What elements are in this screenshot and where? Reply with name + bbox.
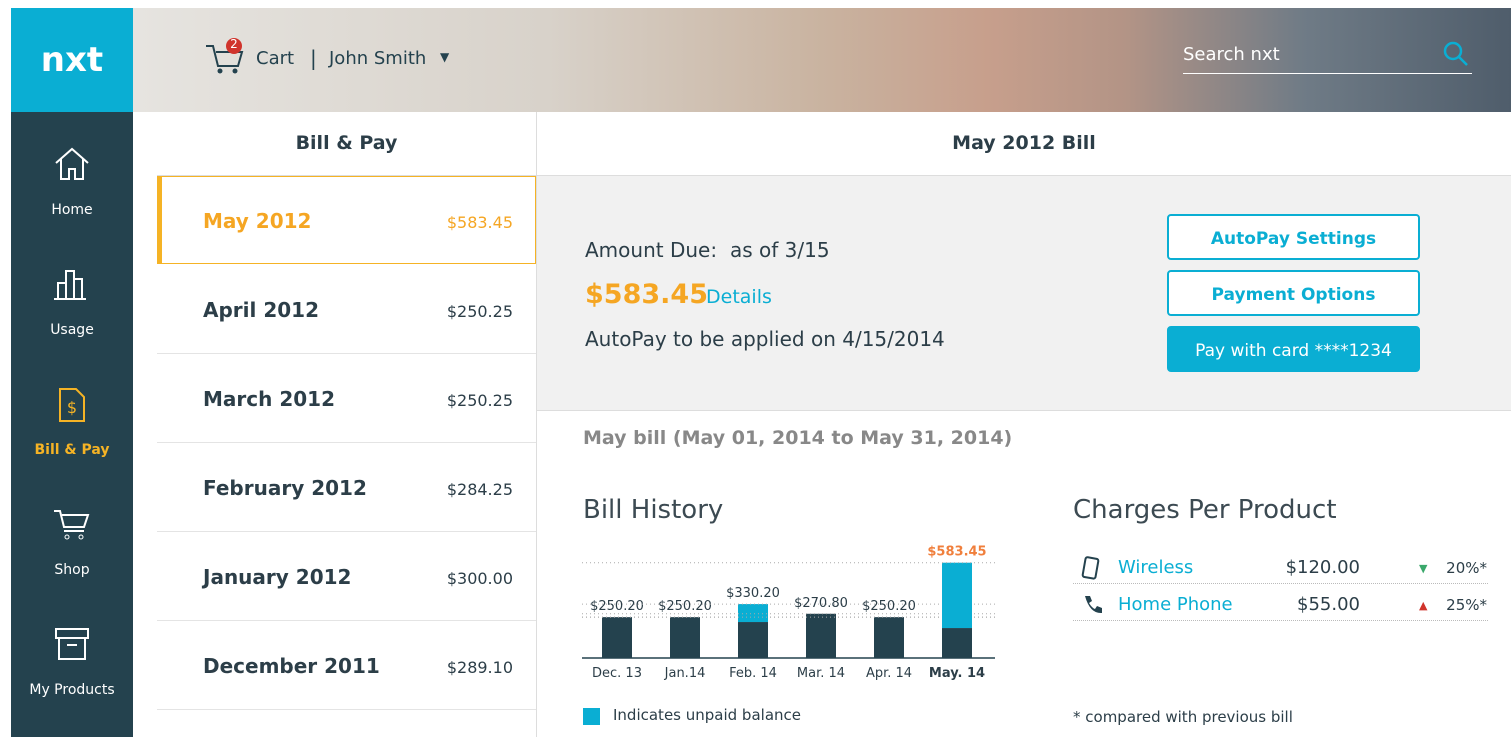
search-underline [1183,73,1472,74]
footnote: * compared with previous bill [1073,708,1293,726]
bill-month: February 2012 [203,476,367,500]
nav-icon[interactable] [52,625,92,665]
bill-amount: $289.10 [446,658,513,677]
bar-segment [738,622,768,658]
x-tick-label: Feb. 14 [729,666,777,681]
autopay-note: AutoPay to be applied on 4/15/2014 [585,327,945,351]
nav-icon[interactable] [52,145,92,185]
separator: | [310,46,317,70]
charges-title: Charges Per Product [1073,495,1337,525]
nav-label[interactable]: Shop [54,562,90,578]
cart-icon[interactable] [204,38,246,76]
bar-segment [738,604,768,623]
bar-segment [670,617,700,658]
bar-segment [942,562,972,629]
bill-amount: $284.25 [446,480,513,499]
bill-row[interactable] [157,621,536,710]
caret[interactable]: ▼ [440,50,450,64]
bar-segment [602,617,632,658]
search-icon[interactable] [1442,40,1470,68]
bill-amount: $250.25 [446,391,513,410]
change-arrow: ▼ [1419,562,1428,575]
x-tick-label: Apr. 14 [866,666,912,681]
button[interactable]: AutoPay Settings [1167,214,1420,260]
product-amount: $55.00 [1297,594,1360,615]
bill-month: January 2012 [203,565,352,589]
product-icon [1081,556,1101,585]
change-pct: 20%* [1446,559,1487,577]
bill-row[interactable] [157,532,536,621]
data-label: $330.20 [726,586,780,601]
product-amount: $120.00 [1285,557,1360,578]
bill-row[interactable] [157,443,536,532]
chart-title: Bill History [583,495,724,525]
bill-row[interactable] [157,176,536,264]
bill-title: May 2012 Bill [537,112,1511,176]
bar-segment [942,628,972,658]
bill-month: May 2012 [203,209,312,233]
data-label: $270.80 [794,596,848,611]
list-title: Bill & Pay [157,112,536,176]
nav-label[interactable]: Home [51,202,93,218]
bar-segment [874,617,904,658]
change-pct: 25%* [1446,596,1487,614]
row-separator [1073,583,1488,584]
search-input[interactable]: Search nxt [1183,44,1280,65]
bill-month: April 2012 [203,298,319,322]
bill-period: May bill (May 01, 2014 to May 31, 2014) [583,427,1013,449]
amount: $583.45 [585,279,708,310]
as-of: as of 3/15 [730,238,830,262]
nav-icon[interactable] [52,265,92,305]
nav-icon[interactable]: $ [52,385,92,425]
row-separator [1073,620,1488,621]
bill-amount: $583.45 [446,213,513,232]
sidebar [11,8,133,737]
product-icon [1081,593,1103,620]
button[interactable]: Pay with card ****1234 [1167,326,1420,372]
x-tick-label: May. 14 [929,666,985,681]
button[interactable]: Payment Options [1167,270,1420,316]
bill-month: March 2012 [203,387,335,411]
nav-icon[interactable] [52,505,92,545]
header [133,8,1511,112]
user-name[interactable]: John Smith [329,48,427,69]
bill-amount: $250.25 [446,302,513,321]
details-link[interactable]: Details [706,286,772,308]
data-label: $250.20 [862,599,916,614]
legend-swatch [583,708,600,725]
product-name[interactable]: Wireless [1118,557,1194,578]
svg-text:$: $ [67,398,77,417]
amount-due-label: Amount Due: [585,238,718,262]
x-tick-label: Dec. 13 [592,666,642,681]
nav-label[interactable]: My Products [29,682,115,698]
bar-segment [806,613,836,658]
cart-count: 2 [230,37,238,51]
bill-month: December 2011 [203,654,380,678]
change-arrow: ▲ [1419,599,1428,612]
bill-amount: $300.00 [446,569,513,588]
legend-label: Indicates unpaid balance [613,706,801,724]
data-label: $250.20 [658,599,712,614]
cart-label[interactable]: Cart [256,48,295,69]
logo[interactable]: nxt [11,8,133,112]
x-tick-label: Jan.14 [664,666,706,681]
data-label: $583.45 [927,545,986,560]
bill-row[interactable] [157,354,536,443]
bill-row[interactable] [157,265,536,354]
nav-label[interactable]: Usage [50,322,94,338]
product-name[interactable]: Home Phone [1118,594,1233,615]
nav-label[interactable]: Bill & Pay [34,442,110,458]
x-tick-label: Mar. 14 [797,666,845,681]
bill-history-chart: $250.20 Dec. 13 $250.20 Jan.14 $330.20 Feb. 1… [582,545,995,681]
data-label: $250.20 [590,599,644,614]
